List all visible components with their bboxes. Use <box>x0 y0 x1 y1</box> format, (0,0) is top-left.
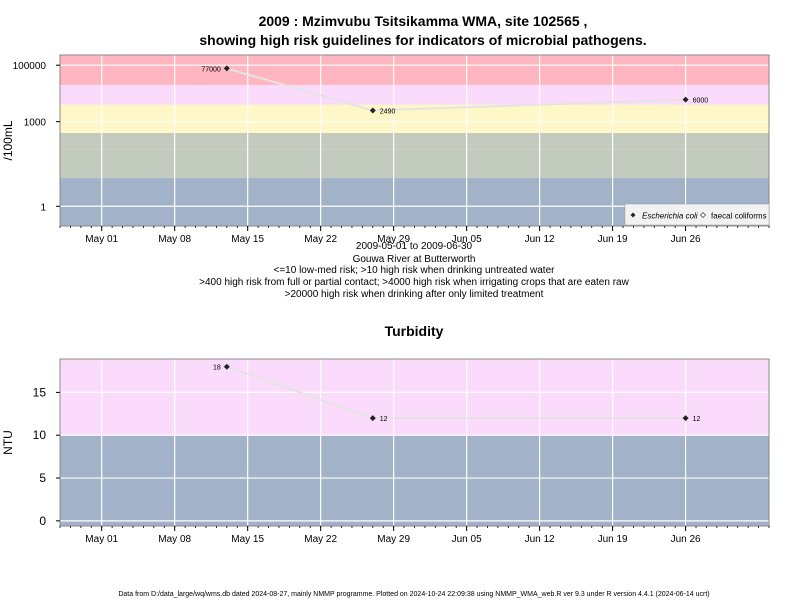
x-tick-label: Jun 19 <box>598 534 628 545</box>
x-tick-label: Jun 12 <box>525 234 555 245</box>
risk-bands <box>60 55 769 226</box>
data-point <box>223 65 230 72</box>
x-tick-label: May 01 <box>85 234 118 245</box>
note-guideline-1: <=10 low-med risk; >10 high risk when dr… <box>274 265 556 276</box>
caption-notes: 2009-05-01 to 2009-06-30 Gouwa River at … <box>199 241 629 300</box>
x-tick-label: Jun 12 <box>525 534 555 545</box>
chart-title-line1: 2009 : Mzimvubu Tsitsikamma WMA, site 10… <box>259 13 588 29</box>
x-tick-label: Jun 19 <box>598 234 628 245</box>
data-points: 77000 2490 6000 <box>201 65 708 115</box>
data-point <box>682 96 689 103</box>
data-point <box>369 415 376 422</box>
risk-band <box>60 435 769 526</box>
data-points: 18 12 12 <box>213 363 701 423</box>
note-guideline-2: >400 high risk from full or partial cont… <box>199 277 629 288</box>
data-label: 12 <box>693 416 701 423</box>
x-tick-label: May 22 <box>304 234 337 245</box>
legend-box <box>624 203 770 226</box>
x-tick-label: May 01 <box>85 534 118 545</box>
x-tick-label: Jun 05 <box>452 534 482 545</box>
y-tick-label: 100000 <box>13 61 47 72</box>
turbidity-bands <box>60 359 769 526</box>
chart-title-line2: showing high risk guidelines for indicat… <box>199 32 646 48</box>
footer-note: Data from D:/data_large/wq/wms.db dated … <box>118 591 709 598</box>
legend-marker-faecal <box>700 212 706 218</box>
x-axis: May 01 May 08 May 15 May 22 May 29 Jun 05 Jun … <box>59 226 770 245</box>
legend-label-faecal: faecal coliforms <box>711 212 767 221</box>
y-axis-label: NTU <box>1 430 15 455</box>
x-tick-label: May 22 <box>304 534 337 545</box>
y-tick-label: 0 <box>39 514 46 528</box>
x-tick-label: May 15 <box>231 234 264 245</box>
data-label: 77000 <box>201 66 221 73</box>
data-label: 6000 <box>693 98 709 105</box>
data-label: 2490 <box>380 108 396 115</box>
y-axis: 0 5 10 15 <box>33 385 60 528</box>
x-tick-label: May 29 <box>377 534 410 545</box>
legend-marker-ecoli <box>630 212 636 218</box>
y-tick-label: 1 <box>40 202 46 213</box>
risk-band <box>60 84 769 105</box>
legend-label-ecoli: Escherichia coli <box>642 212 698 221</box>
legend: Escherichia coli faecal coliforms <box>624 203 770 226</box>
x-tick-label: Jun 26 <box>671 534 701 545</box>
note-guideline-3: >20000 high risk when drinking after onl… <box>285 289 544 300</box>
y-tick-label: 5 <box>39 471 46 485</box>
data-label: 18 <box>213 365 221 372</box>
y-axis: 1 1000 100000 <box>13 61 60 213</box>
y-tick-label: 1000 <box>24 118 47 129</box>
data-label: 12 <box>380 416 388 423</box>
risk-band <box>60 359 769 436</box>
note-site-name: Gouwa River at Butterworth <box>353 254 476 265</box>
x-tick-label: Jun 05 <box>452 234 482 245</box>
x-axis: May 01 May 08 May 15 May 22 May 29 Jun 05 Jun … <box>59 526 770 545</box>
data-point <box>682 415 689 422</box>
x-tick-label: May 08 <box>158 534 191 545</box>
risk-band <box>60 149 769 179</box>
y-tick-label: 15 <box>33 385 47 399</box>
x-tick-label: May 15 <box>231 534 264 545</box>
y-tick-label: 10 <box>33 428 47 442</box>
risk-band <box>60 113 769 133</box>
y-axis-label: /100mL <box>1 120 15 160</box>
turbidity-title: Turbidity <box>385 323 444 339</box>
x-tick-label: Jun 26 <box>671 234 701 245</box>
note-date-range: 2009-05-01 to 2009-06-30 <box>356 241 473 252</box>
data-point <box>369 107 376 114</box>
risk-band <box>60 132 769 150</box>
x-tick-label: May 29 <box>377 234 410 245</box>
data-point <box>223 363 230 370</box>
grid-lines <box>60 359 769 526</box>
x-tick-label: May 08 <box>158 234 191 245</box>
risk-band <box>60 55 769 85</box>
